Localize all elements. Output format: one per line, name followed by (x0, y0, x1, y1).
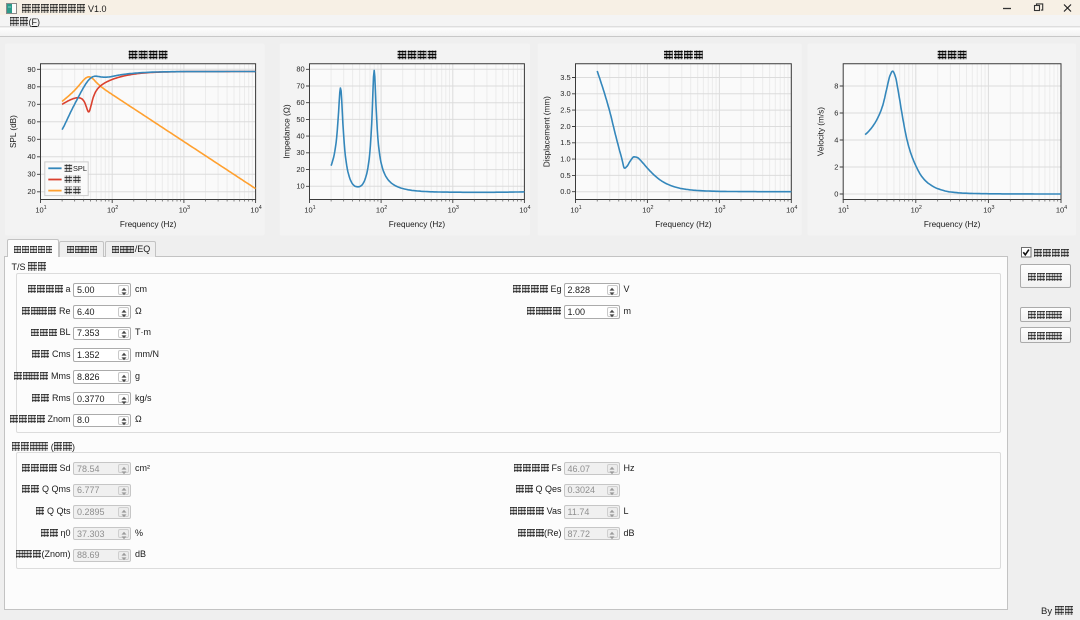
svg-text:SPL: SPL (73, 164, 87, 173)
svg-text:Frequency (Hz): Frequency (Hz) (120, 220, 177, 229)
svg-text:70: 70 (27, 100, 35, 109)
svg-text:6: 6 (834, 108, 838, 117)
svg-text:10: 10 (838, 206, 846, 215)
svg-text:2: 2 (115, 205, 118, 211)
svg-text:0: 0 (834, 189, 838, 198)
svg-text:Displacement (mm): Displacement (mm) (543, 96, 552, 167)
svg-text:10: 10 (642, 206, 650, 215)
svg-text:30: 30 (27, 170, 35, 179)
svg-text:1: 1 (44, 205, 47, 211)
svg-text:0.0: 0.0 (560, 187, 570, 196)
svg-text:50: 50 (296, 115, 304, 124)
svg-text:2: 2 (834, 162, 838, 171)
svg-text:1.0: 1.0 (560, 155, 570, 164)
svg-text:10: 10 (519, 206, 527, 215)
svg-text:2: 2 (919, 205, 922, 211)
svg-text:4: 4 (834, 135, 838, 144)
svg-text:10: 10 (448, 206, 456, 215)
svg-text:10: 10 (179, 206, 187, 215)
svg-text:3: 3 (187, 205, 190, 211)
svg-text:40: 40 (296, 132, 304, 141)
svg-text:10: 10 (714, 206, 722, 215)
svg-text:3.5: 3.5 (560, 73, 570, 82)
svg-text:3: 3 (723, 205, 726, 211)
svg-text:20: 20 (296, 165, 304, 174)
svg-text:10: 10 (911, 206, 919, 215)
svg-text:10: 10 (1056, 206, 1064, 215)
svg-text:3.0: 3.0 (560, 89, 570, 98)
svg-text:Frequency (Hz): Frequency (Hz) (924, 220, 981, 229)
svg-text:4: 4 (259, 205, 262, 211)
svg-text:80: 80 (296, 65, 304, 74)
svg-text:SPL (dB): SPL (dB) (9, 115, 18, 148)
svg-text:60: 60 (27, 117, 35, 126)
svg-text:1: 1 (846, 205, 849, 211)
svg-text:Impedance (Ω): Impedance (Ω) (283, 104, 292, 159)
svg-text:3: 3 (456, 205, 459, 211)
svg-text:10: 10 (376, 206, 384, 215)
svg-text:4: 4 (528, 205, 531, 211)
svg-text:30: 30 (296, 148, 304, 157)
svg-text:2: 2 (384, 205, 387, 211)
svg-text:80: 80 (27, 82, 35, 91)
svg-text:1: 1 (579, 205, 582, 211)
svg-text:10: 10 (250, 206, 258, 215)
svg-text:10: 10 (35, 206, 43, 215)
svg-text:8: 8 (834, 81, 838, 90)
svg-text:2: 2 (651, 205, 654, 211)
svg-text:1: 1 (313, 205, 316, 211)
svg-text:10: 10 (107, 206, 115, 215)
svg-text:2.0: 2.0 (560, 122, 570, 131)
svg-text:10: 10 (570, 206, 578, 215)
svg-text:70: 70 (296, 81, 304, 90)
svg-text:20: 20 (27, 187, 35, 196)
svg-text:10: 10 (304, 206, 312, 215)
svg-text:90: 90 (27, 65, 35, 74)
svg-text:10: 10 (786, 206, 794, 215)
svg-text:Frequency (Hz): Frequency (Hz) (655, 220, 712, 229)
svg-text:10: 10 (983, 206, 991, 215)
svg-text:Frequency (Hz): Frequency (Hz) (389, 220, 446, 229)
svg-text:2.5: 2.5 (560, 106, 570, 115)
svg-text:Velocity (m/s): Velocity (m/s) (817, 107, 826, 156)
svg-text:40: 40 (27, 152, 35, 161)
svg-text:4: 4 (794, 205, 797, 211)
svg-text:3: 3 (992, 205, 995, 211)
svg-text:50: 50 (27, 135, 35, 144)
svg-text:0.5: 0.5 (560, 171, 570, 180)
svg-text:1.5: 1.5 (560, 138, 570, 147)
svg-text:4: 4 (1064, 205, 1067, 211)
svg-text:10: 10 (296, 182, 304, 191)
svg-text:60: 60 (296, 98, 304, 107)
